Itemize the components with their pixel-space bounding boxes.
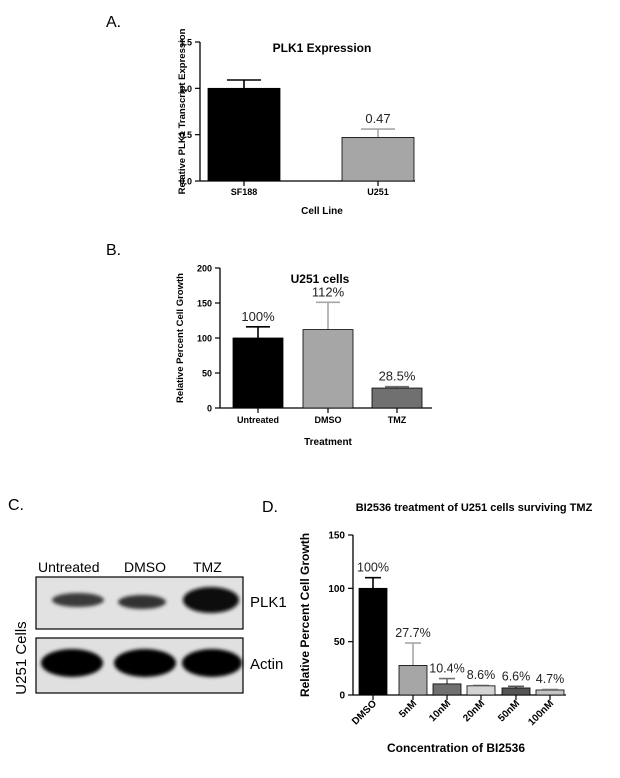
western-blot: Untreated DMSO TMZ U251 Cells PLK1 Actin (13, 559, 287, 695)
y-tick-label: 100 (197, 334, 212, 344)
panel-a-letter: A. (106, 14, 121, 31)
data-label: 28.5% (379, 369, 416, 384)
y-tick-label: 150 (197, 299, 212, 309)
x-tick-label: 10nM (427, 698, 453, 724)
x-tick-label: SF188 (231, 187, 258, 197)
bar-100nm (535, 689, 565, 696)
y-tick-label: 50 (202, 369, 212, 379)
data-label: 100% (241, 309, 275, 324)
y-tick-label: 1.0 (179, 84, 192, 94)
blot-band-actin-tmz (182, 649, 242, 677)
bar-untreated (232, 337, 284, 409)
x-tick-label: U251 (367, 187, 389, 197)
x-tick-label: Untreated (237, 415, 279, 425)
panel-c-letter: C. (8, 497, 24, 514)
x-tick-label: DMSO (315, 415, 342, 425)
y-tick-label: 200 (197, 264, 212, 274)
blot-lane-label-untreated: Untreated (38, 559, 99, 575)
x-tick-label: 50nM (496, 698, 522, 724)
bar-50nm (501, 687, 531, 696)
y-tick-label: 0.5 (179, 130, 192, 140)
y-tick-label: 0 (207, 404, 212, 414)
chart-d-bi2536-treatment: BI2536 treatment of U251 cells surviving… (298, 502, 593, 755)
panel-b-letter: B. (106, 242, 121, 259)
chart-b-u251-cells: U251 cells 0 50 100 150 200 Relative Percent C… (175, 264, 432, 448)
data-label: 4.7% (536, 672, 565, 686)
blot-band-plk1-tmz (183, 587, 239, 613)
x-tick-label: TMZ (388, 415, 407, 425)
data-label: 27.7% (395, 626, 430, 640)
x-axis-label: Treatment (304, 437, 352, 448)
data-label: 100% (357, 561, 389, 575)
data-label: 112% (312, 284, 345, 299)
chart-title: PLK1 Expression (273, 41, 372, 55)
blot-band-actin-dmso (114, 649, 176, 677)
blot-band-actin-untreated (41, 649, 103, 677)
y-tick-label: 150 (328, 531, 345, 542)
bar-10nm (432, 683, 462, 696)
bar-u251 (341, 137, 415, 182)
x-tick-label: 5nM (397, 698, 419, 720)
y-tick-label: 0 (339, 691, 345, 702)
x-axis-label: Concentration of BI2536 (387, 741, 525, 755)
x-tick-label: DMSO (350, 698, 379, 727)
data-label: 10.4% (429, 662, 464, 676)
y-tick-label: 100 (328, 584, 345, 595)
blot-band-label-plk1: PLK1 (250, 594, 287, 611)
bar-sf188 (207, 87, 281, 182)
chart-title: BI2536 treatment of U251 cells surviving… (356, 502, 593, 514)
data-label: 6.6% (502, 669, 531, 683)
bar-5nm (398, 665, 428, 696)
blot-band-plk1-untreated (52, 593, 104, 607)
blot-side-label: U251 Cells (13, 621, 30, 694)
x-tick-label: 100nM (526, 698, 556, 728)
y-tick-label: 1.5 (179, 38, 192, 48)
bar-dmso (302, 329, 354, 409)
x-tick-label: 20nM (461, 698, 487, 724)
bar-tmz (371, 387, 423, 409)
blot-lane-label-tmz: TMZ (193, 559, 222, 575)
bar-20nm (466, 685, 496, 696)
blot-band-label-actin: Actin (250, 656, 283, 673)
blot-lane-label-dmso: DMSO (124, 559, 166, 575)
data-label: 0.47 (365, 111, 390, 126)
y-axis-label: Relative PLK1 Transcript Expression (177, 28, 188, 194)
y-axis-label: Relative Percent Cell Growth (175, 273, 186, 403)
y-tick-label: 50 (334, 637, 346, 648)
y-axis-label: Relative Percent Cell Growth (298, 533, 312, 697)
blot-band-plk1-dmso (118, 595, 166, 609)
x-axis-label: Cell Line (301, 206, 343, 217)
y-tick-label: 0.0 (179, 177, 192, 187)
bar-dmso (358, 587, 388, 696)
data-label: 8.6% (467, 668, 496, 682)
panel-d-letter: D. (262, 499, 278, 516)
chart-title: U251 cells (291, 272, 350, 286)
